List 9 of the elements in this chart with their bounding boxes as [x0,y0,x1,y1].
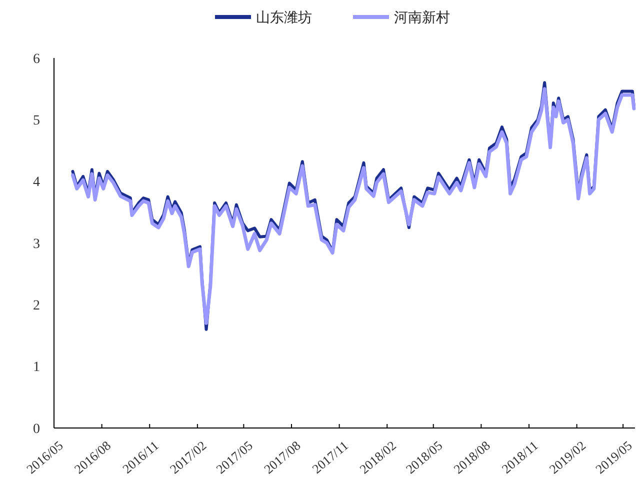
y-tick-label: 4 [33,175,40,190]
y-tick-label: 2 [33,298,40,314]
y-tick-label: 3 [33,236,40,252]
y-tick-label: 5 [33,114,40,129]
y-tick-label: 6 [33,52,40,67]
legend-label: 山东潍坊 [256,10,312,26]
y-tick-label: 1 [33,360,40,376]
y-tick-label: 0 [33,422,40,437]
legend-label: 河南新村 [394,10,450,26]
